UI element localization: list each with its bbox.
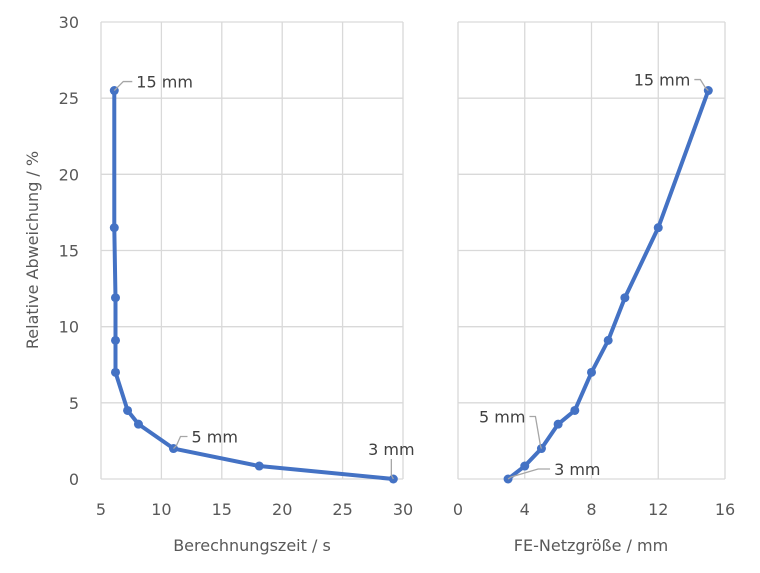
- data-label: 5 mm: [191, 428, 237, 447]
- data-label-leader: [694, 78, 709, 92]
- y-tick-label: 5: [69, 394, 79, 413]
- series-line: [112, 90, 394, 481]
- data-point: [653, 223, 663, 233]
- data-label: 15 mm: [634, 71, 691, 90]
- left-x-axis-label: Berechnungszeit / s: [173, 536, 331, 555]
- data-point: [603, 335, 613, 345]
- data-point: [133, 419, 143, 429]
- data-point: [587, 367, 596, 377]
- x-tick-label: 30: [393, 500, 413, 519]
- data-label-leader: [507, 468, 551, 480]
- series-line: [506, 89, 711, 481]
- y-tick-label: 25: [59, 89, 79, 108]
- y-tick-label: 10: [59, 318, 79, 337]
- data-point: [109, 223, 119, 233]
- data-label-leader: [529, 415, 543, 449]
- right-chart: 0 4 8 12 16 15 mm 5 mm 3 mm: [453, 21, 735, 519]
- y-tick-label: 0: [69, 470, 79, 489]
- data-label: 3 mm: [368, 440, 414, 459]
- data-point: [620, 293, 630, 303]
- right-x-axis-label: FE-Netzgröße / mm: [514, 536, 668, 555]
- x-tick-label: 12: [648, 500, 668, 519]
- data-point: [110, 367, 120, 377]
- data-point: [570, 405, 580, 415]
- data-label-leader: [113, 80, 133, 92]
- x-tick-label: 20: [272, 500, 292, 519]
- data-point: [520, 461, 530, 471]
- y-axis-label: Relative Abweichung / %: [23, 151, 42, 349]
- x-tick-label: 5: [96, 500, 106, 519]
- x-tick-label: 15: [212, 500, 232, 519]
- data-point: [110, 293, 120, 303]
- y-tick-label: 15: [59, 242, 79, 261]
- x-tick-label: 25: [332, 500, 352, 519]
- y-tick-label: 20: [59, 165, 79, 184]
- data-label-leader: [173, 435, 188, 449]
- data-point: [553, 419, 563, 429]
- y-tick-label: 30: [59, 13, 79, 32]
- data-label: 3 mm: [554, 460, 600, 479]
- data-point: [123, 405, 133, 415]
- x-tick-label: 4: [520, 500, 530, 519]
- x-tick-label: 0: [453, 500, 463, 519]
- data-point: [254, 461, 264, 471]
- data-label: 5 mm: [479, 408, 525, 427]
- data-label: 15 mm: [136, 73, 193, 92]
- x-tick-label: 8: [586, 500, 596, 519]
- data-point: [110, 335, 120, 345]
- data-label-leader: [390, 459, 394, 480]
- x-tick-label: 16: [715, 500, 735, 519]
- x-tick-label: 10: [151, 500, 171, 519]
